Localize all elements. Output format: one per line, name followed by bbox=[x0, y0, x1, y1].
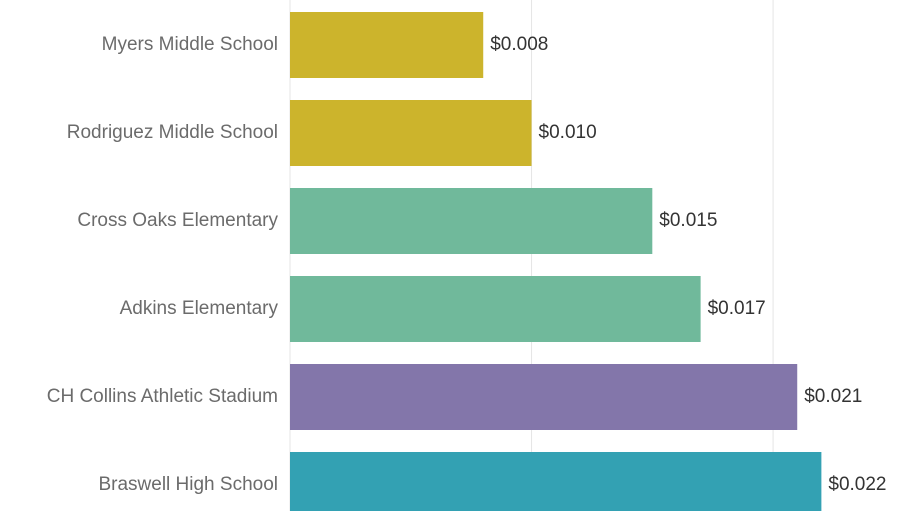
bar bbox=[290, 188, 653, 254]
data-label: $0.010 bbox=[539, 122, 597, 143]
y-tick-label: Myers Middle School bbox=[102, 34, 278, 55]
y-tick-label: Rodriguez Middle School bbox=[67, 122, 278, 143]
data-label: $0.022 bbox=[828, 474, 886, 495]
data-label: $0.015 bbox=[659, 210, 717, 231]
y-tick-label: Braswell High School bbox=[98, 474, 278, 495]
bar bbox=[290, 100, 532, 166]
bar bbox=[290, 452, 822, 511]
bar bbox=[290, 276, 701, 342]
y-tick-label: CH Collins Athletic Stadium bbox=[47, 386, 278, 407]
y-tick-label: Cross Oaks Elementary bbox=[77, 210, 278, 231]
bar bbox=[290, 364, 798, 430]
data-label: $0.008 bbox=[490, 34, 548, 55]
bar bbox=[290, 12, 484, 78]
data-label: $0.017 bbox=[708, 298, 766, 319]
y-tick-label: Adkins Elementary bbox=[120, 298, 279, 319]
data-label: $0.021 bbox=[804, 386, 862, 407]
